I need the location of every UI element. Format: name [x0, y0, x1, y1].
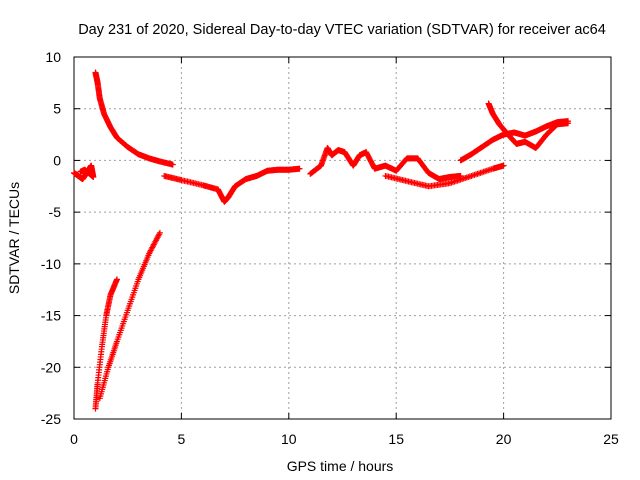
y-tick-label: -20 [41, 359, 61, 375]
chart-title: Day 231 of 2020, Sidereal Day-to-day VTE… [78, 22, 606, 38]
y-tick-label: 5 [53, 101, 61, 117]
y-tick-label: -25 [41, 411, 61, 427]
series-afternoon-lower-track [382, 162, 507, 190]
data-point [500, 162, 507, 169]
data-points [71, 69, 572, 412]
series-initial-cluster [71, 162, 97, 183]
data-point [156, 229, 163, 236]
x-tick-label: 25 [603, 431, 619, 447]
x-tick-label: 0 [70, 431, 78, 447]
x-tick-label: 15 [388, 431, 404, 447]
grid-lines [74, 57, 611, 419]
y-tick-label: 10 [45, 49, 61, 65]
series-steep-rising-arc-A [92, 276, 120, 412]
x-tick-label: 10 [281, 431, 297, 447]
plot-frame [73, 56, 612, 420]
data-point [77, 168, 84, 175]
series-midday-dip [161, 165, 303, 205]
data-point [565, 120, 572, 127]
series-midday-variation [307, 145, 464, 183]
data-point [113, 276, 120, 283]
series-upper-decay-arc [92, 69, 176, 168]
axis-ticks [73, 56, 612, 420]
x-tick-label: 20 [496, 431, 512, 447]
data-point [169, 161, 176, 168]
data-point [296, 165, 303, 172]
series-evening-spike [485, 100, 572, 152]
y-tick-label: 0 [53, 152, 61, 168]
y-tick-labels: -25 -20 -15 -10 -5 0 5 10 [41, 49, 61, 427]
x-tick-label: 5 [178, 431, 186, 447]
y-tick-label: -5 [49, 204, 62, 220]
x-axis-title: GPS time / hours [287, 458, 394, 474]
series-steep-rising-arc-B [96, 229, 163, 402]
y-axis-title: SDTVAR / TECUs [6, 182, 22, 294]
y-tick-label: -10 [41, 256, 61, 272]
x-tick-labels: 0 5 10 15 20 25 [70, 431, 619, 447]
y-tick-label: -15 [41, 308, 61, 324]
